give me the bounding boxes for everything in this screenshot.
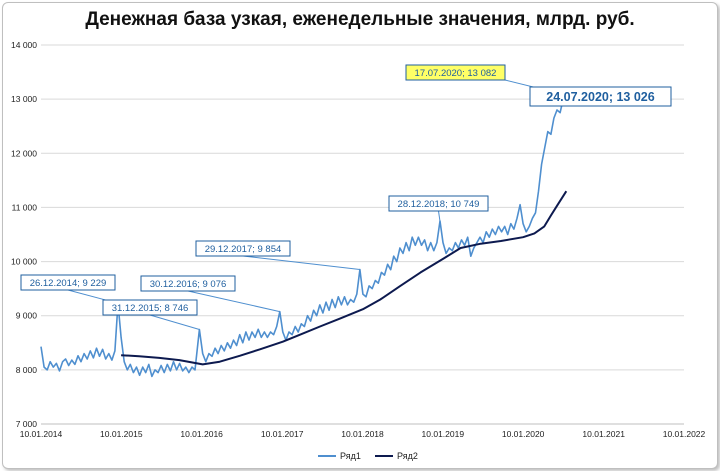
- x-tick-label: 10.01.2015: [100, 429, 143, 439]
- annotation-leader: [438, 210, 441, 222]
- y-tick-label: 13 000: [11, 94, 37, 104]
- x-tick-label: 10.01.2019: [422, 429, 465, 439]
- annotation-box: [140, 275, 236, 292]
- x-tick-label: 10.01.2022: [663, 429, 706, 439]
- x-tick-label: 10.01.2021: [582, 429, 625, 439]
- annotation-leader: [242, 255, 360, 270]
- y-tick-label: 7 000: [16, 419, 38, 429]
- legend-label: Ряд1: [340, 451, 361, 461]
- legend: Ряд1 Ряд2: [318, 451, 418, 461]
- series-lines: [40, 93, 568, 378]
- legend-label: Ряд2: [397, 451, 418, 461]
- x-tick-label: 10.01.2014: [20, 429, 63, 439]
- series-line-Ряд2: [121, 190, 568, 366]
- annotation-label: 24.07.2020; 13 026: [546, 90, 654, 104]
- y-tick-label: 9 000: [16, 311, 38, 321]
- annotation-label: 31.12.2015; 8 746: [112, 303, 189, 314]
- x-tick-label: 10.01.2018: [341, 429, 384, 439]
- annotation-box: [102, 299, 198, 316]
- y-axis: 7 000 8 000 9 000 10 000 11 000 12 000 13 000 1…: [11, 40, 37, 429]
- annotation-box: [195, 240, 291, 257]
- annotation-label: 29.12.2017; 9 854: [205, 244, 282, 255]
- y-tick-label: 10 000: [11, 257, 37, 267]
- series-line-Ряд1: [40, 93, 568, 378]
- y-tick-label: 11 000: [12, 202, 38, 212]
- annotations: 26.12.2014; 9 229 31.12.2015; 8 746 30.12.…: [20, 64, 672, 330]
- annotation-box: [20, 274, 116, 291]
- x-tick-label: 10.01.2016: [180, 429, 223, 439]
- y-tick-label: 12 000: [11, 148, 37, 158]
- y-tick-label: 14 000: [11, 40, 37, 50]
- annotation-label: 28.12.2018; 10 749: [398, 199, 480, 210]
- annotation-box: [388, 195, 489, 212]
- chart-title: Денежная база узкая, еженедельные значен…: [85, 9, 635, 30]
- annotation-box: [529, 86, 672, 107]
- annotation-leader: [149, 314, 200, 330]
- annotation-label: 26.12.2014; 9 229: [30, 278, 107, 289]
- x-axis: 10.01.2014 10.01.2015 10.01.2016 10.01.2017…: [20, 423, 706, 439]
- annotation-label: 30.12.2016; 9 076: [150, 279, 227, 290]
- annotation-leader: [187, 290, 280, 313]
- x-tick-label: 10.01.2017: [261, 429, 304, 439]
- annotation-box: [405, 64, 506, 81]
- x-tick-label: 10.01.2020: [502, 429, 545, 439]
- annotation-label: 17.07.2020; 13 082: [415, 68, 497, 79]
- y-tick-label: 8 000: [16, 365, 38, 375]
